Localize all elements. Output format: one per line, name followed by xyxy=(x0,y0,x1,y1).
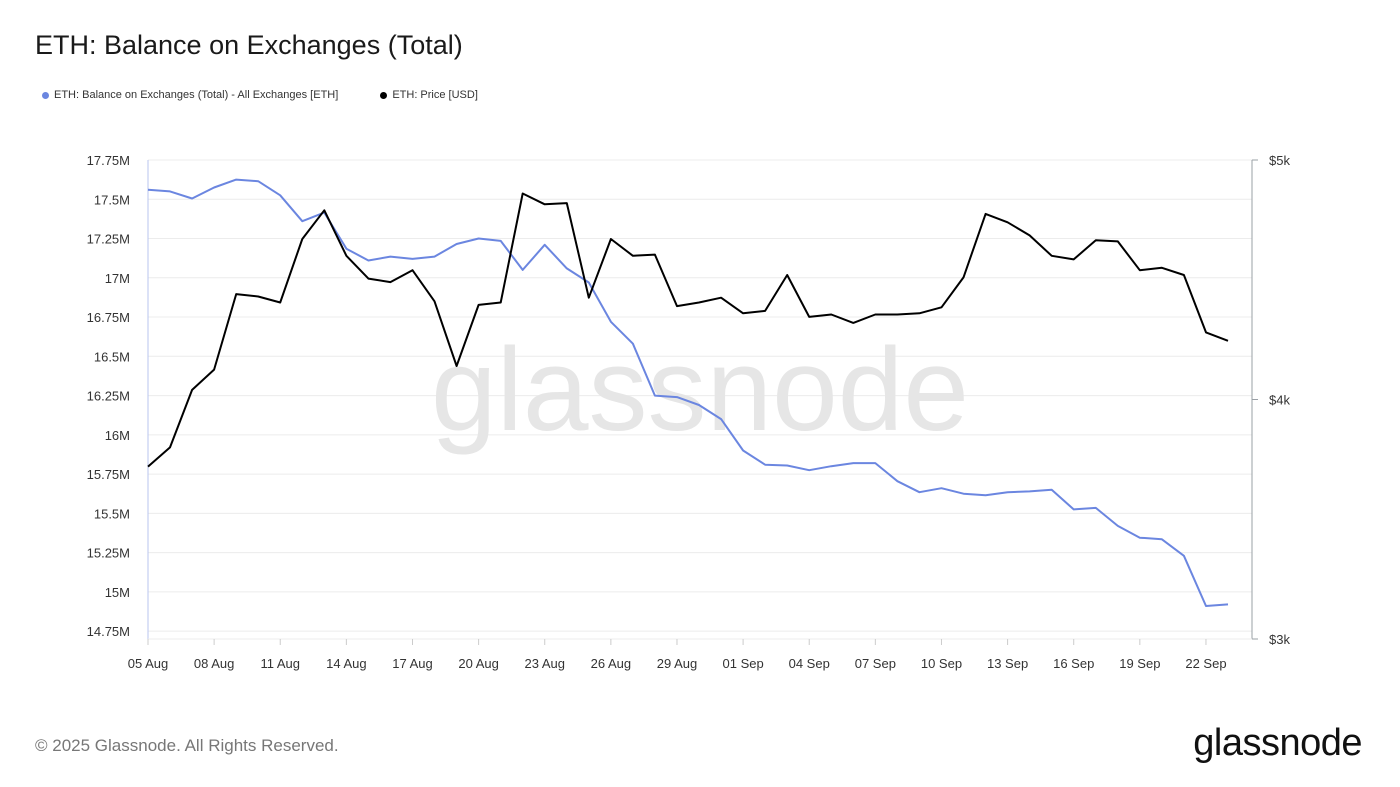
x-tick-label: 14 Aug xyxy=(326,656,367,671)
y-left-tick-label: 15.75M xyxy=(87,467,130,482)
y-left-tick-label: 17M xyxy=(105,271,130,286)
x-tick-label: 22 Sep xyxy=(1185,656,1226,671)
y-left-tick-label: 17.25M xyxy=(87,232,130,247)
y-left-tick-label: 16.5M xyxy=(94,349,130,364)
y-left-tick-label: 17.5M xyxy=(94,192,130,207)
y-left-tick-label: 16.25M xyxy=(87,389,130,404)
x-ticks: 05 Aug 08 Aug 11 Aug 14 Aug 17 Aug 20 Aug 23 A… xyxy=(128,639,1227,671)
x-tick-label: 10 Sep xyxy=(921,656,962,671)
y-left-tick-label: 15.25M xyxy=(87,546,130,561)
x-tick-label: 04 Sep xyxy=(789,656,830,671)
y-right-tick-label: $5k xyxy=(1269,153,1290,168)
y-left-tick-label: 15M xyxy=(105,585,130,600)
y-left-tick-label: 17.75M xyxy=(87,153,130,168)
legend-dot-balance-icon xyxy=(42,91,49,99)
y-left-ticks: 14.75M 15M 15.25M 15.5M 15.75M 16M 16.25M 16.5M… xyxy=(87,153,130,639)
x-tick-label: 13 Sep xyxy=(987,656,1028,671)
price-series-line[interactable] xyxy=(147,192,1229,468)
grid xyxy=(148,159,1252,632)
legend-label-balance: ETH: Balance on Exchanges (Total) - All … xyxy=(54,89,339,101)
legend-item-balance[interactable]: ETH: Balance on Exchanges (Total) - All … xyxy=(42,89,338,101)
x-tick-label: 23 Aug xyxy=(524,656,565,671)
legend-label-price: ETH: Price [USD] xyxy=(392,89,478,101)
x-tick-label: 19 Sep xyxy=(1119,656,1160,671)
legend: ETH: Balance on Exchanges (Total) - All … xyxy=(42,89,478,101)
x-tick-label: 20 Aug xyxy=(458,656,499,671)
legend-item-price[interactable]: ETH: Price [USD] xyxy=(380,89,478,101)
watermark: glassnode xyxy=(431,324,969,456)
y-right-tick-label: $3k xyxy=(1269,632,1290,647)
x-tick-label: 07 Sep xyxy=(855,656,896,671)
x-tick-label: 01 Sep xyxy=(723,656,764,671)
y-left-tick-label: 16.75M xyxy=(87,310,130,325)
y-left-tick-label: 16M xyxy=(105,428,130,443)
x-tick-label: 08 Aug xyxy=(194,656,235,671)
x-tick-label: 17 Aug xyxy=(392,656,433,671)
chart-canvas[interactable]: glassnode 14.75M15M15.25M15.5M15.75M16M1… xyxy=(0,0,1400,700)
x-tick-label: 05 Aug xyxy=(128,656,169,671)
y-right-tick-label: $4k xyxy=(1269,393,1290,408)
x-tick-label: 26 Aug xyxy=(591,656,632,671)
y-left-tick-label: 14.75M xyxy=(87,624,130,639)
brand-logo: glassnode xyxy=(1193,722,1362,764)
legend-dot-price-icon xyxy=(380,91,388,99)
copyright-text: © 2025 Glassnode. All Rights Reserved. xyxy=(35,736,339,755)
x-tick-label: 29 Aug xyxy=(657,656,698,671)
x-tick-label: 16 Sep xyxy=(1053,656,1094,671)
series-lines xyxy=(147,178,1229,607)
chart-title: ETH: Balance on Exchanges (Total) xyxy=(35,30,463,60)
y-left-tick-label: 15.5M xyxy=(94,506,130,521)
y-right-ticks: $3k $4k $5k xyxy=(1252,153,1290,647)
x-tick-label: 11 Aug xyxy=(260,656,300,671)
